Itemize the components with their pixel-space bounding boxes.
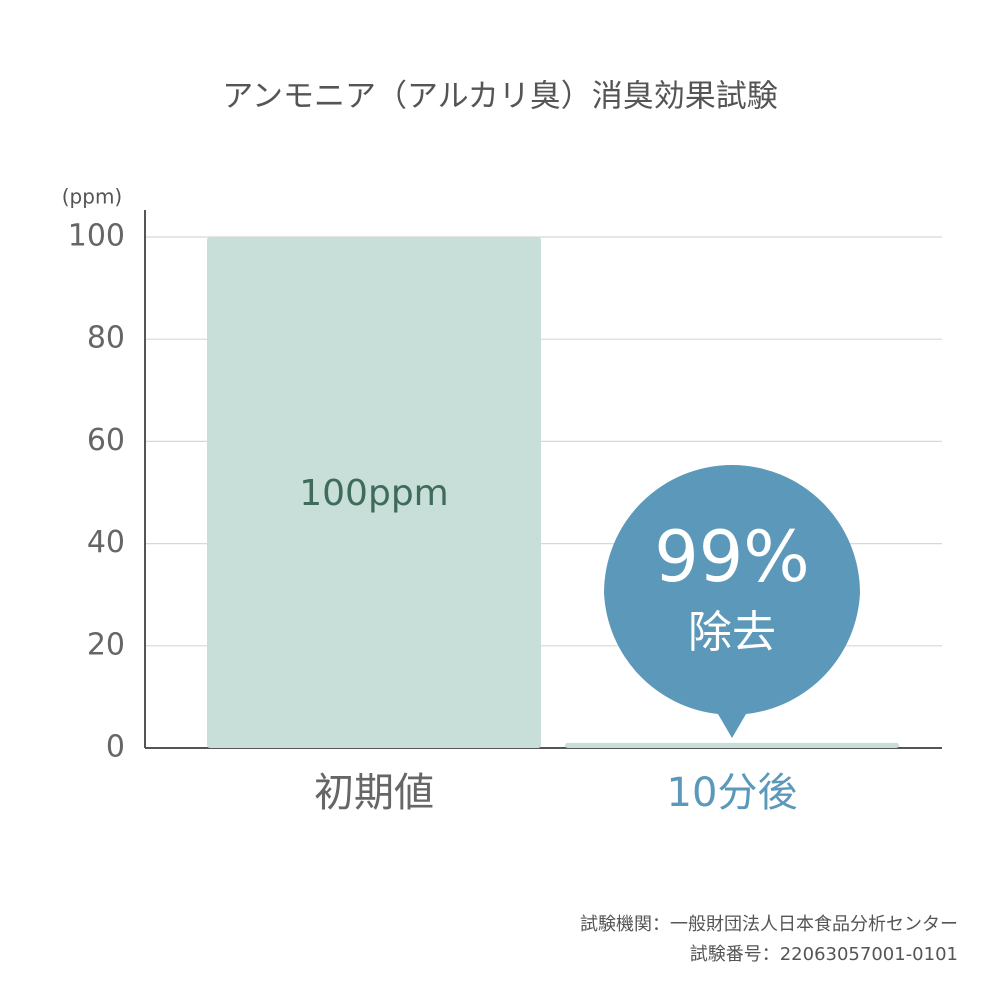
y-tick-label: 20: [87, 627, 125, 662]
bar: [565, 742, 899, 748]
y-axis-label: (ppm): [62, 185, 122, 209]
bar: [207, 237, 541, 748]
value-label: 100ppm: [299, 473, 448, 514]
callout-text: 99%: [654, 516, 810, 598]
chart-title: アンモニア（アルカリ臭）消臭効果試験: [222, 79, 778, 115]
y-tick-label: 0: [106, 730, 125, 765]
footnote: 試験機関：一般財団法人日本食品分析センター: [580, 914, 958, 935]
y-tick-label: 60: [87, 423, 125, 458]
footnote: 試験番号：22063057001-0101: [690, 944, 958, 965]
callout-subtext: 除去: [688, 607, 776, 658]
y-tick-label: 100: [68, 219, 125, 254]
x-tick-label: 10分後: [667, 770, 798, 816]
y-tick-label: 80: [87, 321, 125, 356]
y-tick-label: 40: [87, 525, 125, 560]
callout-bubble: [604, 465, 860, 738]
x-tick-label: 初期値: [314, 770, 434, 816]
